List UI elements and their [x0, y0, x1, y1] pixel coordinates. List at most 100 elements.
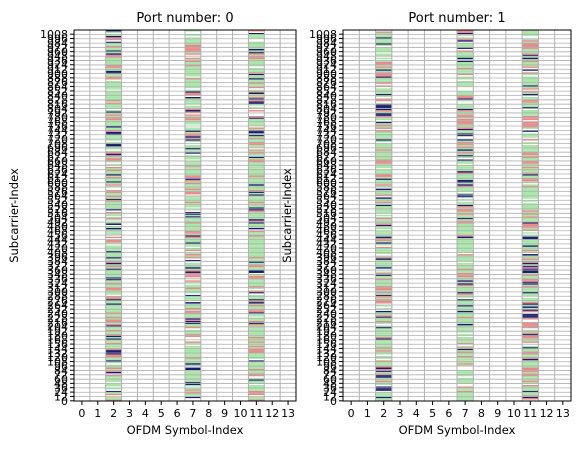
- dmrs-cell: [185, 64, 201, 67]
- dmrs-cell: [522, 268, 539, 271]
- dmrs-cell: [105, 307, 122, 310]
- dmrs-cell: [105, 200, 122, 202]
- dmrs-cell: [375, 219, 392, 221]
- y-tick-label: 24: [323, 386, 337, 399]
- y-tick-label: 60: [323, 373, 337, 386]
- dmrs-cell: [185, 398, 201, 400]
- dmrs-cell: [185, 294, 201, 297]
- dmrs-cell: [375, 213, 392, 215]
- dmrs-cell: [248, 302, 265, 304]
- dmrs-cell: [522, 195, 539, 198]
- dmrs-cell: [522, 294, 539, 297]
- dmrs-cell: [375, 142, 392, 144]
- y-tick-label: 108: [47, 356, 68, 369]
- dmrs-cell: [105, 259, 122, 262]
- dmrs-cell: [248, 347, 265, 349]
- dmrs-cell: [375, 114, 392, 116]
- y-tick-label: 576: [47, 185, 68, 198]
- dmrs-cell: [375, 198, 392, 201]
- y-tick-label: 156: [47, 338, 68, 351]
- dmrs-cell: [105, 176, 122, 179]
- dmrs-cell: [522, 166, 539, 169]
- dmrs-cell: [375, 344, 392, 346]
- dmrs-cell: [105, 274, 122, 276]
- y-tick-label: 816: [47, 98, 68, 111]
- dmrs-cell: [248, 396, 265, 399]
- dmrs-cell: [105, 162, 122, 164]
- dmrs-cell: [185, 360, 201, 362]
- dmrs-cell: [248, 350, 265, 352]
- dmrs-cell: [522, 134, 539, 137]
- y-tick-label: 984: [316, 37, 337, 50]
- dmrs-cell: [105, 192, 122, 195]
- dmrs-cell: [457, 192, 474, 195]
- dmrs-cell: [375, 158, 392, 160]
- dmrs-cell: [522, 233, 539, 236]
- dmrs-cell: [375, 211, 392, 214]
- dmrs-cell: [522, 124, 539, 127]
- dmrs-cell: [248, 358, 265, 361]
- dmrs-cell: [248, 206, 265, 208]
- dmrs-cell: [185, 303, 201, 305]
- dmrs-cell: [375, 131, 392, 134]
- y-tick-label: 420: [316, 242, 337, 255]
- dmrs-cell: [457, 264, 474, 266]
- dmrs-cell: [457, 392, 474, 394]
- dmrs-cell: [457, 149, 474, 151]
- dmrs-cell: [105, 256, 122, 259]
- dmrs-cell: [185, 262, 201, 265]
- dmrs-cell: [522, 211, 539, 214]
- dmrs-cell: [185, 35, 201, 38]
- dmrs-cell: [375, 118, 392, 121]
- dmrs-cell: [375, 334, 392, 336]
- dmrs-cell: [457, 169, 474, 172]
- dmrs-cell: [457, 245, 474, 247]
- dmrs-cell: [248, 293, 265, 295]
- dmrs-cell: [375, 210, 392, 212]
- dmrs-cell: [105, 344, 122, 346]
- dmrs-cell: [375, 150, 392, 153]
- dmrs-cell: [185, 169, 201, 172]
- x-tick-label: 7: [189, 407, 196, 420]
- dmrs-cell: [105, 78, 122, 80]
- dmrs-cell: [185, 43, 201, 45]
- x-tick-label: 7: [462, 407, 469, 420]
- y-tick-label: 228: [47, 312, 68, 325]
- dmrs-cell: [457, 347, 474, 349]
- dmrs-cell: [375, 191, 392, 193]
- dmrs-cell: [375, 140, 392, 143]
- dmrs-cell: [105, 83, 122, 86]
- dmrs-cell: [185, 123, 201, 125]
- dmrs-cell: [248, 88, 265, 90]
- dmrs-cell: [457, 352, 474, 355]
- y-tick-label: 456: [316, 229, 337, 242]
- x-tick-label: 10: [507, 407, 521, 420]
- dmrs-cell: [105, 312, 122, 314]
- dmrs-cell: [522, 67, 539, 70]
- dmrs-cell: [248, 91, 265, 93]
- x-tick-label: 3: [397, 407, 404, 420]
- dmrs-cell: [185, 70, 201, 73]
- dmrs-cell: [457, 99, 474, 102]
- dmrs-cell: [185, 318, 201, 320]
- dmrs-cell: [248, 158, 265, 160]
- x-tick-label: 5: [429, 407, 436, 420]
- dmrs-cell: [522, 366, 539, 368]
- dmrs-cell: [248, 198, 265, 201]
- dmrs-cell: [522, 179, 539, 182]
- dmrs-cell: [248, 35, 265, 38]
- dmrs-cell: [248, 399, 265, 401]
- dmrs-cell: [522, 245, 539, 247]
- dmrs-cell: [248, 352, 265, 355]
- dmrs-cell: [522, 284, 539, 287]
- dmrs-cell: [375, 235, 392, 237]
- dmrs-cell: [375, 216, 392, 218]
- dmrs-cell: [185, 211, 201, 214]
- dmrs-cell: [105, 364, 122, 367]
- dmrs-cell: [105, 357, 122, 359]
- dmrs-cell: [522, 254, 539, 256]
- dmrs-cell: [185, 175, 201, 177]
- dmrs-cell: [457, 91, 474, 93]
- dmrs-cell: [248, 227, 265, 230]
- dmrs-cell: [457, 118, 474, 121]
